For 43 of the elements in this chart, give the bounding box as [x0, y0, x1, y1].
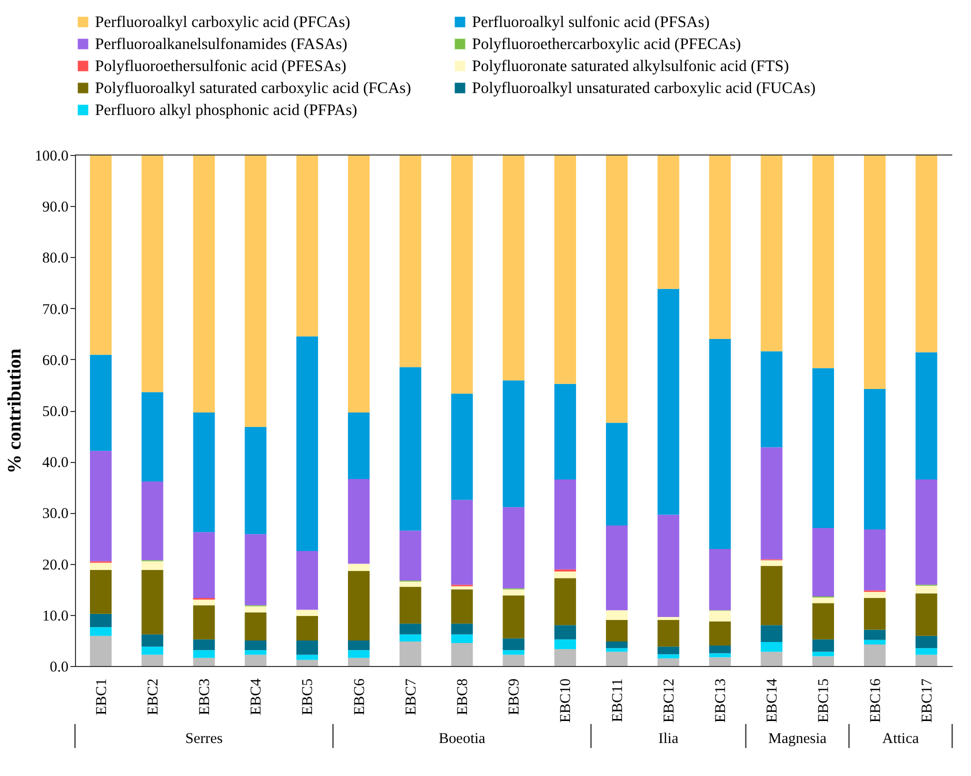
x-tick-label: EBC17	[919, 678, 936, 723]
y-tick-label: 90.0	[42, 200, 68, 216]
x-tick-label: EBC3	[196, 678, 213, 716]
legend-label: Perfluoroalkyl sulfonic acid (PFSAs)	[472, 14, 710, 32]
x-tick-label: EBC6	[352, 678, 368, 716]
y-tick-label: 30.0	[42, 506, 68, 522]
x-tick-label: EBC16	[868, 678, 884, 723]
y-tick-label: 70.0	[42, 302, 68, 318]
y-tick-label: 0.0	[50, 659, 68, 676]
y-axis-title: % contribution	[4, 348, 26, 474]
legend-label: Perfluoroalkyl carboxylic acid (PFCAs)	[95, 14, 350, 32]
x-tick-label: EBC13	[712, 678, 729, 723]
legend-label: Polyfluoroalkyl saturated carboxylic acid (FCAs)	[95, 80, 412, 98]
y-tick-label: 10.0	[42, 608, 68, 624]
x-tick-label: EBC5	[300, 678, 316, 716]
y-tick-label: 40.0	[42, 455, 68, 472]
x-tick-label: EBC4	[248, 678, 265, 716]
y-tick-label: 80.0	[42, 250, 68, 267]
text: Boeotia	[438, 730, 486, 747]
x-tick-label: EBC14	[764, 678, 781, 723]
y-tick-label: 100.0	[34, 148, 68, 165]
legend-label: Polyfluoroethercarboxylic acid (PFECAs)	[472, 36, 742, 54]
x-tick-label: EBC1	[94, 678, 110, 716]
text: Magnesia	[768, 730, 827, 747]
x-tick-label: EBC8	[454, 678, 471, 716]
legend-label: Perfluoro alkyl phosphonic acid (PFPAs)	[95, 102, 358, 120]
text: Ilia	[658, 730, 679, 747]
legend-label: Polyfluoroalkyl unsaturated carboxylic acid (FUCAs)	[472, 80, 816, 98]
legend-label: Polyfluoronate saturated alkylsulfonic acid (FTS)	[472, 58, 789, 76]
text: Attica	[882, 730, 920, 747]
x-tick-label: EBC7	[403, 678, 420, 716]
y-tick-label: 20.0	[42, 557, 68, 574]
x-tick-label: EBC10	[558, 678, 574, 723]
x-tick-label: EBC12	[661, 678, 678, 723]
x-tick-label: EBC9	[506, 678, 523, 716]
x-tick-label: EBC15	[816, 678, 832, 723]
legend-label: Polyfluoroethersulfonic acid (PFESAs)	[95, 58, 346, 76]
y-tick-label: 50.0	[42, 404, 68, 420]
x-tick-label: EBC11	[610, 678, 626, 722]
x-tick-label: EBC2	[145, 678, 162, 716]
y-tick-label: 60.0	[42, 352, 68, 369]
legend-label: Perfluoroalkanelsulfonamides (FASAs)	[95, 36, 348, 54]
text: Serres	[185, 730, 223, 747]
